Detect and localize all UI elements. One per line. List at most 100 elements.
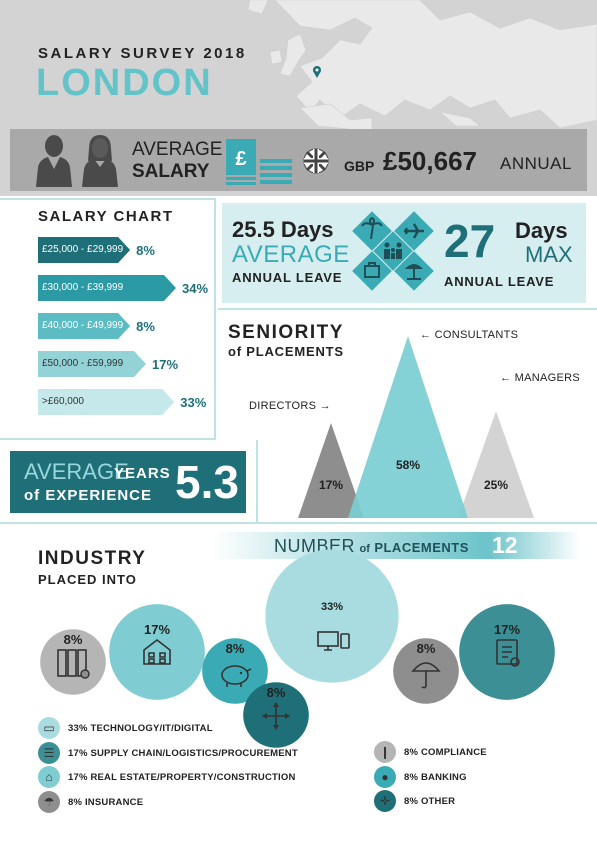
salary-bar: >£60,000 33% [38, 389, 212, 415]
computer-icon: ▭ [38, 717, 60, 739]
seniority-triangle-managers [458, 411, 534, 518]
arrow-right-icon: → [316, 400, 331, 412]
salary-pct-label: 17% [152, 357, 179, 372]
piggy-bank-icon: ● [374, 766, 396, 788]
experience-average-label: AVERAGE [24, 459, 129, 484]
bubble-pct: 8% [417, 641, 436, 656]
seniority-pct: 58% [396, 458, 421, 472]
divider [256, 440, 258, 522]
clipboard-icon: ☰ [38, 742, 60, 764]
industry-subtitle: PLACED INTO [38, 572, 137, 587]
salary-range-label: >£60,000 [42, 396, 84, 407]
seniority-label: ← MANAGERS [500, 372, 581, 384]
salary-range-label: £40,000 - £49,999 [42, 320, 124, 331]
salary-label: SALARY [132, 161, 210, 182]
industry-bubble: 17% [109, 604, 205, 700]
city-title: LONDON [36, 62, 213, 104]
industry-bubble: 8% [40, 629, 106, 695]
bubble-circle [202, 638, 268, 704]
divider [0, 522, 597, 524]
location-pin-icon [313, 66, 321, 78]
survey-title: SALARY SURVEY 2018 [38, 45, 247, 62]
binders-icon: ❙ [374, 741, 396, 763]
industry-bubble: 33% [265, 549, 399, 683]
seniority-triangles [298, 336, 534, 518]
header: SALARY SURVEY 2018 LONDON AVERAGE SALARY… [0, 0, 597, 196]
arrows-icon [262, 702, 290, 730]
seniority-pct: 25% [484, 478, 509, 492]
salary-pct-label: 33% [180, 395, 207, 410]
experience-value: 5.3 [175, 456, 239, 508]
experience-years-label: YEARS [114, 465, 171, 482]
number-of-placements-value: 12 [492, 532, 518, 558]
binders-icon [57, 649, 90, 679]
salary-bar: £25,000 - £29,999 8% [38, 237, 168, 263]
divider [0, 438, 216, 440]
experience-of-label: of EXPERIENCE [24, 487, 153, 504]
legend-label: 17% SUPPLY CHAIN/LOGISTICS/PROCUREMENT [68, 748, 298, 759]
umbrella-icon [411, 662, 441, 689]
seniority-triangle-directors [298, 423, 364, 518]
number-of-placements-band: NUMBER of PLACEMENTS 12 [212, 532, 580, 559]
legend-label: 8% BANKING [404, 772, 467, 783]
seniority-triangle-consultants [348, 336, 468, 518]
uk-flag-icon [303, 148, 329, 174]
salary-range-label: £50,000 - £59,999 [42, 358, 124, 369]
average-label: AVERAGE [132, 139, 223, 160]
average-leave-label: AVERAGE [232, 241, 350, 268]
annual-label: ANNUAL [500, 154, 572, 173]
seniority-title: SENIORITY [228, 322, 344, 343]
average-annual-leave-label: ANNUAL LEAVE [232, 270, 343, 285]
bubble-pct: 17% [494, 622, 520, 637]
svg-text:£: £ [235, 148, 246, 170]
average-salary-band: AVERAGE SALARY £ GBP £50,667 ANNUAL [10, 129, 587, 191]
legend-label: 17% REAL ESTATE/PROPERTY/CONSTRUCTION [68, 772, 296, 783]
bubble-pct: 17% [144, 622, 170, 637]
bubble-pct: 8% [267, 685, 286, 700]
salary-range-label: £25,000 - £29,999 [42, 244, 124, 255]
salary-pct-label: 8% [136, 319, 155, 334]
experience-panel: AVERAGE YEARS of EXPERIENCE 5.3 [10, 451, 246, 513]
divider [0, 198, 214, 200]
industry-title: INDUSTRY [38, 548, 147, 569]
number-label: NUMBER [274, 536, 356, 556]
industry-bubble: 8% [243, 682, 309, 748]
max-annual-leave-label: ANNUAL LEAVE [444, 274, 555, 289]
building-icon: ⌂ [38, 766, 60, 788]
salary-bar-shape [38, 313, 131, 339]
average-salary-value: £50,667 [383, 146, 477, 176]
salary-bar: £40,000 - £49,999 8% [38, 313, 168, 339]
salary-bar: £30,000 - £39,999 34% [38, 275, 214, 301]
max-leave-days-label: Days [515, 218, 568, 243]
bubble-pct: 33% [321, 601, 343, 613]
salary-bar-shape [38, 275, 176, 301]
arrows-icon: ✛ [374, 790, 396, 812]
divider [214, 198, 216, 438]
seniority-subtitle: of PLACEMENTS [228, 344, 344, 359]
legend-label: 8% OTHER [404, 796, 456, 807]
bubble-circle [243, 682, 309, 748]
salary-bar-shape [38, 351, 146, 377]
piggy-bank-icon [221, 665, 252, 687]
industry-bubble: 8% [393, 638, 459, 704]
computer-icon [317, 631, 350, 651]
salary-bar-shape [38, 237, 131, 263]
bubble-pct: 8% [64, 632, 83, 647]
industry-bubble: 17% [459, 604, 555, 700]
clipboard-icon [496, 639, 520, 667]
building-icon [143, 638, 171, 665]
max-leave-label: MAX [525, 242, 573, 267]
salary-chart-title: SALARY CHART [38, 208, 174, 225]
seniority-label: ← CONSULTANTS [420, 329, 519, 341]
legend-label: 33% TECHNOLOGY/IT/DIGITAL [68, 723, 213, 734]
male-person-icon [36, 135, 72, 187]
average-leave-days: 25.5 Days [232, 217, 334, 242]
industry-bubble: 8% [202, 638, 268, 704]
legend-label: 8% INSURANCE [68, 797, 144, 808]
salary-chart: SALARY CHART £25,000 - £29,999 8% £30,000 … [0, 196, 218, 438]
currency-label: GBP [344, 158, 375, 174]
seniority-pct: 17% [319, 478, 344, 492]
bubble-circle [109, 604, 205, 700]
arrow-left-icon: ← [420, 329, 435, 341]
salary-bar: £50,000 - £59,999 17% [38, 351, 184, 377]
